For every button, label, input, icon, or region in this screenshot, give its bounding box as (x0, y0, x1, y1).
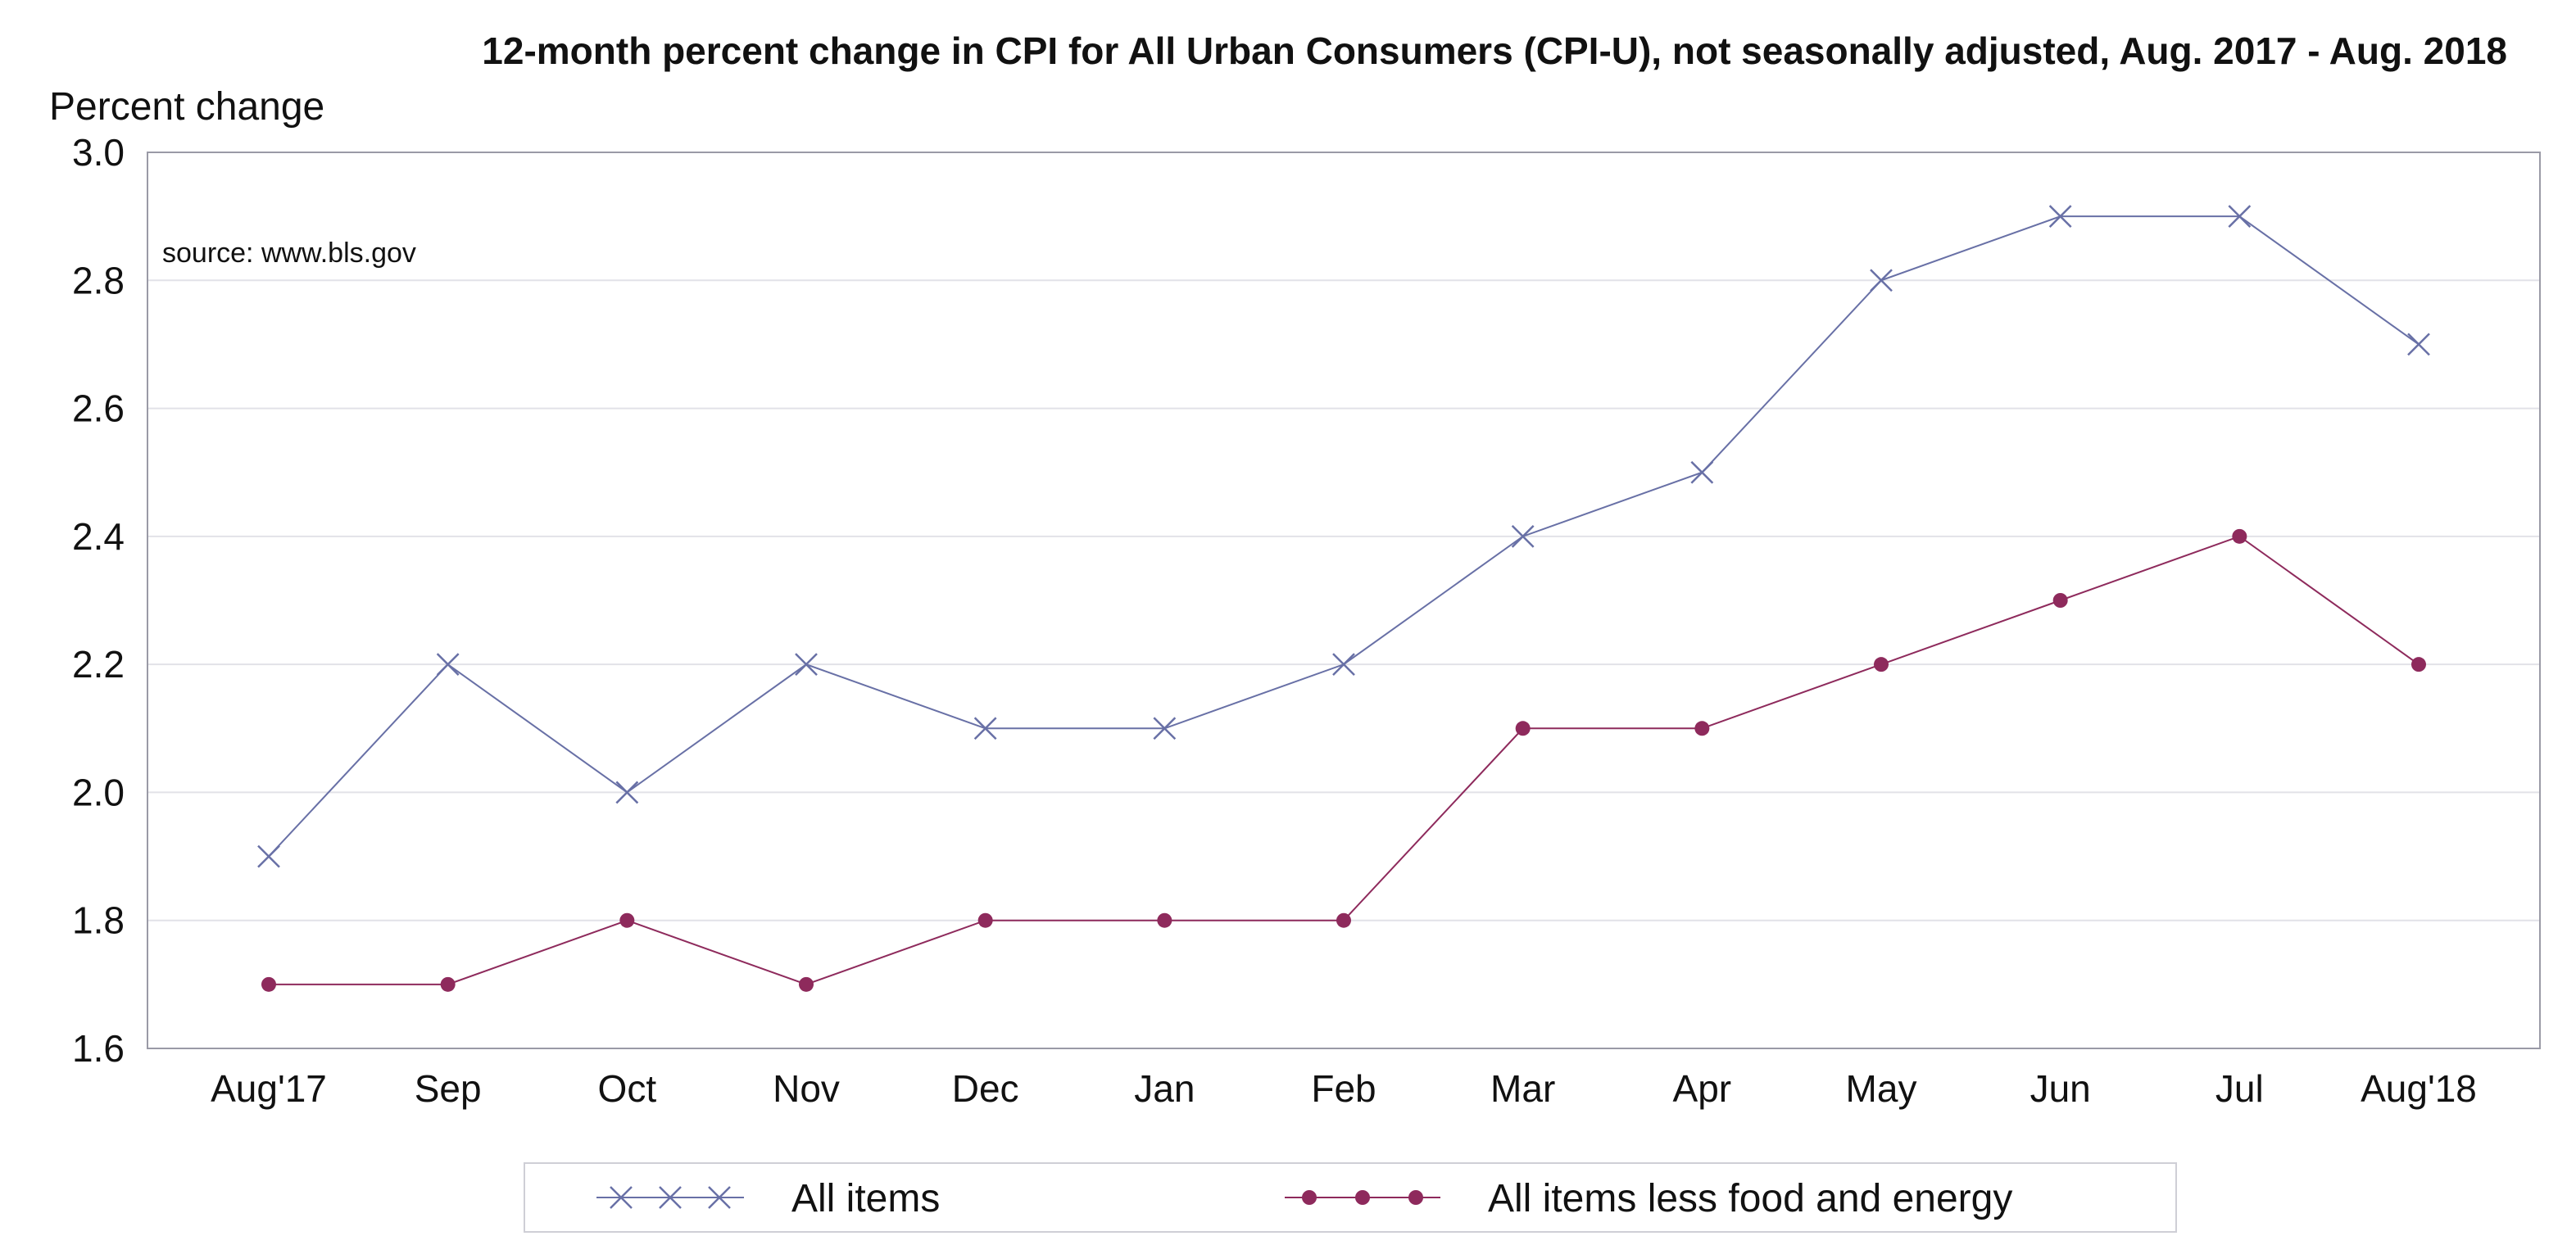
data-point-dot-marker (440, 976, 456, 992)
y-tick-label: 1.8 (72, 899, 125, 942)
data-point-x-marker (1153, 717, 1177, 740)
x-tick-label: Jul (2215, 1067, 2264, 1110)
x-tick-label: Nov (773, 1067, 840, 1110)
data-point-dot-marker (2411, 657, 2426, 672)
chart-title: 12-month percent change in CPI for All U… (482, 29, 2507, 72)
data-point-x-marker (1332, 653, 1355, 677)
data-point-dot-marker (2052, 593, 2068, 608)
data-point-dot-marker (1694, 721, 1710, 736)
data-point-dot-marker (1336, 912, 1351, 928)
data-point-x-marker (615, 781, 639, 804)
data-point-x-marker (1870, 269, 1893, 292)
data-point-x-marker (708, 1186, 731, 1209)
source-annotation: source: www.bls.gov (162, 238, 416, 269)
series-group (257, 205, 2430, 992)
data-point-x-marker (659, 1186, 682, 1209)
data-point-x-marker (436, 653, 460, 677)
y-tick-label: 2.8 (72, 259, 125, 301)
data-point-x-marker (2228, 205, 2252, 229)
y-axis-ticks: 1.6 1.8 2.0 2.2 2.4 2.6 2.8 3.0 (72, 131, 125, 1070)
data-point-dot-marker (1302, 1190, 1317, 1205)
data-point-dot-marker (799, 976, 814, 992)
data-point-dot-marker (1157, 912, 1172, 928)
y-tick-label: 2.4 (72, 515, 125, 558)
data-point-x-marker (973, 717, 997, 740)
y-axis-label: Percent change (49, 85, 324, 129)
grid-lines (147, 279, 2540, 921)
data-point-x-marker (1690, 460, 1714, 484)
data-point-x-marker (2048, 205, 2072, 229)
x-tick-label: Dec (952, 1067, 1019, 1110)
series-all-items (257, 205, 2430, 868)
x-tick-label: May (1846, 1067, 1917, 1110)
data-point-dot-marker (1408, 1190, 1423, 1205)
data-point-x-marker (1511, 524, 1535, 548)
x-tick-label: Aug'18 (2361, 1067, 2477, 1110)
legend: All items All items less food and energy (524, 1162, 2177, 1233)
x-tick-label: Feb (1311, 1067, 1376, 1110)
data-point-dot-marker (1355, 1190, 1370, 1205)
data-point-dot-marker (1874, 657, 1889, 672)
x-tick-label: Sep (415, 1067, 482, 1110)
data-point-dot-marker (1515, 721, 1531, 736)
data-point-x-marker (257, 844, 280, 868)
data-point-dot-marker (977, 912, 993, 928)
x-tick-label: Jan (1134, 1067, 1195, 1110)
data-point-x-marker (795, 653, 818, 677)
y-tick-label: 2.2 (72, 643, 125, 686)
data-point-dot-marker (2232, 528, 2247, 544)
y-tick-label: 2.6 (72, 387, 125, 430)
x-tick-label: Apr (1673, 1067, 1732, 1110)
data-point-x-marker (2407, 333, 2430, 356)
data-point-x-marker (610, 1186, 633, 1209)
data-point-dot-marker (261, 976, 276, 992)
y-tick-label: 1.6 (72, 1027, 125, 1070)
legend-entry: All items (596, 1177, 940, 1220)
y-tick-label: 2.0 (72, 771, 125, 813)
x-tick-label: Mar (1490, 1067, 1555, 1110)
series-less-food-energy (261, 528, 2426, 992)
data-point-dot-marker (619, 912, 635, 928)
y-tick-label: 3.0 (72, 131, 125, 174)
x-tick-label: Oct (598, 1067, 657, 1110)
legend-label: All items less food and energy (1488, 1177, 2012, 1220)
x-tick-label: Jun (2030, 1067, 2091, 1110)
legend-entry: All items less food and energy (1285, 1177, 2012, 1220)
plot-area (147, 152, 2541, 1049)
x-axis-ticks: Aug'17 Sep Oct Nov Dec Jan Feb Mar Apr May Jun Jul A… (211, 1067, 2477, 1110)
legend-label: All items (791, 1177, 940, 1220)
legend-items: All items All items less food and energy (596, 1177, 2012, 1220)
x-tick-label: Aug'17 (211, 1067, 327, 1110)
